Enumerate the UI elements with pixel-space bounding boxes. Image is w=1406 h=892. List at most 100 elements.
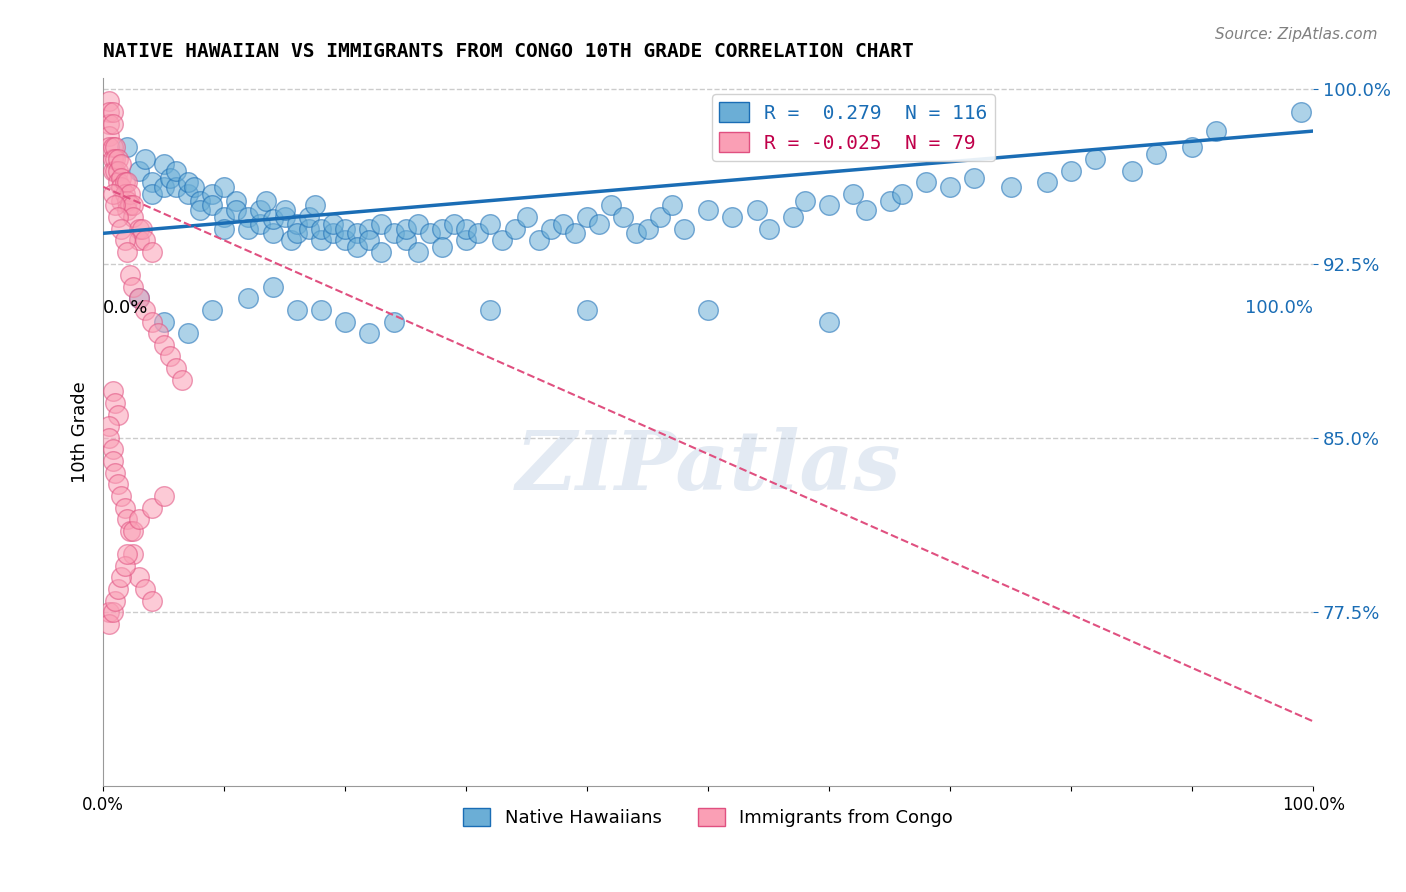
Point	[491, 233, 513, 247]
Point	[101, 105, 124, 120]
Point	[419, 227, 441, 241]
Point	[117, 175, 139, 189]
Point	[118, 524, 141, 538]
Point	[101, 454, 124, 468]
Point	[104, 163, 127, 178]
Point	[98, 94, 121, 108]
Point	[114, 186, 136, 201]
Point	[794, 194, 817, 208]
Point	[128, 292, 150, 306]
Point	[110, 170, 132, 185]
Point	[122, 279, 145, 293]
Point	[479, 217, 502, 231]
Point	[212, 179, 235, 194]
Point	[118, 268, 141, 282]
Point	[782, 210, 804, 224]
Point	[527, 233, 550, 247]
Point	[406, 244, 429, 259]
Point	[600, 198, 623, 212]
Point	[170, 373, 193, 387]
Point	[128, 292, 150, 306]
Point	[758, 221, 780, 235]
Point	[1084, 152, 1107, 166]
Point	[104, 198, 127, 212]
Point	[107, 152, 129, 166]
Point	[128, 221, 150, 235]
Point	[122, 547, 145, 561]
Point	[104, 593, 127, 607]
Point	[134, 303, 156, 318]
Point	[98, 605, 121, 619]
Point	[98, 140, 121, 154]
Point	[721, 210, 744, 224]
Point	[152, 338, 174, 352]
Point	[114, 558, 136, 573]
Point	[177, 186, 200, 201]
Point	[128, 512, 150, 526]
Point	[107, 582, 129, 596]
Point	[1289, 105, 1312, 120]
Point	[114, 500, 136, 515]
Point	[101, 384, 124, 399]
Point	[110, 156, 132, 170]
Point	[165, 163, 187, 178]
Point	[256, 194, 278, 208]
Point	[152, 179, 174, 194]
Point	[141, 500, 163, 515]
Point	[304, 198, 326, 212]
Point	[107, 408, 129, 422]
Point	[159, 350, 181, 364]
Point	[101, 442, 124, 457]
Point	[346, 227, 368, 241]
Point	[333, 233, 356, 247]
Point	[915, 175, 938, 189]
Text: 100.0%: 100.0%	[1246, 299, 1313, 317]
Point	[1000, 179, 1022, 194]
Point	[225, 194, 247, 208]
Point	[624, 227, 647, 241]
Point	[114, 175, 136, 189]
Point	[285, 217, 308, 231]
Point	[107, 477, 129, 491]
Point	[249, 217, 271, 231]
Point	[141, 315, 163, 329]
Point	[382, 315, 405, 329]
Point	[101, 186, 124, 201]
Point	[101, 140, 124, 154]
Point	[262, 212, 284, 227]
Point	[298, 210, 321, 224]
Point	[212, 210, 235, 224]
Point	[1144, 147, 1167, 161]
Point	[98, 105, 121, 120]
Point	[110, 179, 132, 194]
Point	[238, 210, 260, 224]
Point	[359, 221, 381, 235]
Point	[879, 194, 901, 208]
Point	[939, 179, 962, 194]
Point	[117, 140, 139, 154]
Point	[890, 186, 912, 201]
Point	[134, 233, 156, 247]
Y-axis label: 10th Grade: 10th Grade	[72, 381, 89, 483]
Point	[430, 221, 453, 235]
Point	[152, 315, 174, 329]
Point	[110, 221, 132, 235]
Point	[576, 303, 599, 318]
Point	[551, 217, 574, 231]
Point	[309, 233, 332, 247]
Text: ZIPatlas: ZIPatlas	[516, 427, 901, 508]
Point	[370, 217, 392, 231]
Text: 0.0%: 0.0%	[103, 299, 149, 317]
Point	[117, 194, 139, 208]
Point	[122, 524, 145, 538]
Point	[201, 198, 224, 212]
Point	[322, 217, 344, 231]
Point	[285, 303, 308, 318]
Text: Source: ZipAtlas.com: Source: ZipAtlas.com	[1215, 27, 1378, 42]
Point	[188, 203, 211, 218]
Point	[110, 489, 132, 503]
Point	[672, 221, 695, 235]
Point	[456, 221, 478, 235]
Point	[118, 198, 141, 212]
Point	[612, 210, 634, 224]
